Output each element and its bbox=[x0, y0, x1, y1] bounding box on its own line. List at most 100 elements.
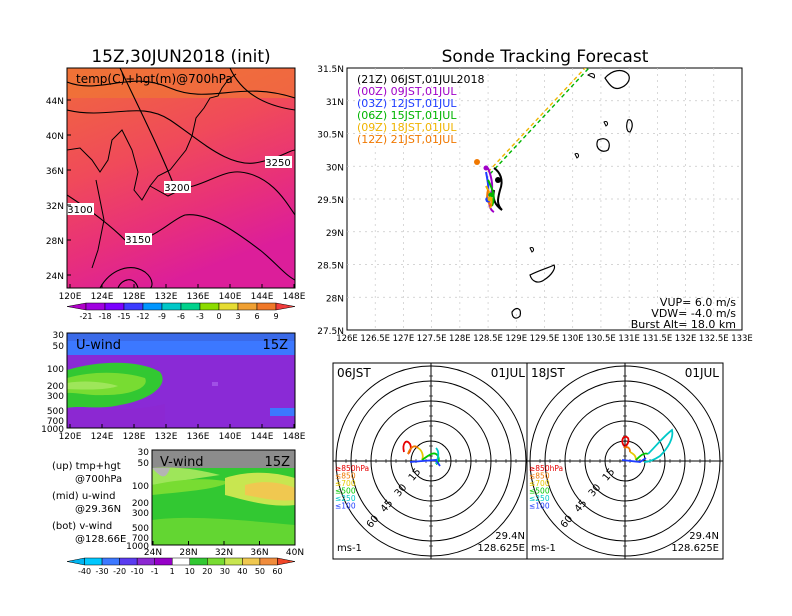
contour-label-3200: 3200 bbox=[164, 181, 191, 194]
track-06z bbox=[487, 179, 495, 207]
endpoint-00z bbox=[483, 165, 489, 171]
colorbar-label: -40 bbox=[78, 567, 91, 576]
colorbar-label: 0 bbox=[216, 312, 221, 321]
lat-tick-label: 40N bbox=[286, 548, 304, 558]
map700-lon-ticks: 120E 124E 128E 132E 136E 140E 144E 148E bbox=[59, 284, 306, 302]
colorbar-swatch bbox=[256, 302, 277, 311]
level-legend: ≤500 bbox=[529, 487, 550, 496]
level-legend: ≤100 bbox=[529, 502, 550, 511]
pressure-tick-label: 200 bbox=[47, 382, 64, 392]
lat-tick-label: 32N bbox=[215, 548, 233, 558]
endpoint-06z bbox=[488, 192, 494, 198]
lon-tick-label: 126E bbox=[336, 334, 358, 344]
tracking-lon-ticks: 126E 126.5E 127E 127.5E 128E 128.5E 129E 129.5E… bbox=[336, 334, 753, 344]
lon-tick-label: 132.5E bbox=[699, 334, 729, 344]
level-legend: ≥850hPa bbox=[529, 464, 563, 473]
vup-text: VUP= 6.0 m/s bbox=[660, 296, 736, 309]
colorbar-swatch bbox=[189, 557, 208, 566]
panel-notes: (up) tmp+hgt @700hPa (mid) u-wind @29.36… bbox=[52, 461, 126, 545]
note-line: (mid) u-wind bbox=[52, 491, 115, 502]
pressure-tick-label: 200 bbox=[132, 499, 149, 509]
pressure-tick-label: 100 bbox=[132, 482, 149, 492]
lat-tick-label: 28N bbox=[46, 237, 64, 247]
island bbox=[603, 121, 608, 127]
lon-tick-label: 132E bbox=[155, 432, 178, 442]
lat-tick-label: 36N bbox=[250, 548, 268, 558]
colorbar-label: 40 bbox=[237, 567, 247, 576]
island bbox=[626, 119, 633, 133]
height-contour bbox=[99, 267, 153, 288]
pressure-tick-label: 300 bbox=[132, 509, 149, 519]
tracking-legend: (21Z) 06JST,01JUL2018(00Z) 09JST,01JUL (0… bbox=[357, 73, 484, 146]
hodograph-curve bbox=[435, 447, 440, 465]
lon-tick-label: 124E bbox=[91, 292, 114, 302]
lat-tick-label: 24N bbox=[46, 272, 64, 282]
lon-tick-label: 132E bbox=[675, 334, 697, 344]
pressure-tick-label: 500 bbox=[132, 524, 149, 534]
level-legend: ≤850 bbox=[335, 472, 356, 481]
colorbar-label: 30 bbox=[220, 567, 230, 576]
height-contour bbox=[67, 80, 295, 99]
colorbar-swatch bbox=[154, 557, 173, 566]
lat-tick-label: 44N bbox=[46, 97, 64, 107]
svg-text:3250: 3250 bbox=[265, 158, 290, 169]
polar-time: 18JST bbox=[531, 366, 565, 380]
note-line: (bot) v-wind bbox=[52, 521, 112, 532]
colorbar-label: 10 bbox=[185, 567, 195, 576]
colorbar-label: 60 bbox=[272, 567, 282, 576]
lat-tick-label: 28N bbox=[326, 294, 344, 304]
lon-tick-label: 127.5E bbox=[417, 334, 447, 344]
contour-label-3150: 3150 bbox=[125, 233, 152, 246]
colorbar-label: 3 bbox=[235, 312, 240, 321]
legend-entry: (21Z) 06JST,01JUL2018 bbox=[357, 73, 484, 86]
svg-text:3100: 3100 bbox=[67, 205, 92, 216]
lon-tick-label: 130E bbox=[562, 334, 584, 344]
colorbar-label: -10 bbox=[131, 567, 144, 576]
colorbar-swatch bbox=[180, 302, 201, 311]
pressure-tick-label: 50 bbox=[138, 459, 150, 469]
lon-tick-label: 136E bbox=[187, 292, 210, 302]
lat-tick-label: 30N bbox=[326, 163, 344, 173]
hodograph-curve bbox=[407, 445, 419, 455]
colorbar-swatch bbox=[199, 302, 220, 311]
lat-tick-label: 28N bbox=[179, 548, 197, 558]
level-legend: ≤250 bbox=[529, 494, 550, 503]
vwind-label: V-wind bbox=[160, 455, 204, 470]
lon-tick-label: 126.5E bbox=[360, 334, 390, 344]
tracking-lat-ticks: 31.5N 31N 30.5N 30N 29.5N 29N 28.5N 28N 27.5N bbox=[317, 65, 344, 337]
colorbar-swatch bbox=[259, 557, 278, 566]
vdw-text: VDW= -4.0 m/s bbox=[651, 307, 736, 320]
pressure-tick-label: 300 bbox=[47, 392, 64, 402]
polar-lat: 29.4N bbox=[689, 531, 719, 542]
legend-entry: (00Z) 09JST,01JUL bbox=[357, 85, 457, 98]
polar-date: 01JUL bbox=[685, 366, 720, 380]
island bbox=[529, 264, 556, 283]
right-panel-title: Sonde Tracking Forecast bbox=[442, 47, 649, 67]
lon-tick-label: 144E bbox=[251, 432, 274, 442]
pressure-tick-label: 700 bbox=[132, 534, 149, 544]
level-legend: ≤700 bbox=[335, 479, 356, 488]
lon-tick-label: 148E bbox=[283, 432, 306, 442]
tracking-grid bbox=[347, 68, 742, 330]
colorbar-swatch bbox=[66, 302, 87, 311]
height-contour bbox=[117, 279, 139, 288]
colorbar-label: 9 bbox=[273, 312, 278, 321]
pressure-tick-label: 30 bbox=[53, 331, 65, 341]
level-legend: ≥850hPa bbox=[335, 464, 369, 473]
burst-alt-text: Burst Alt= 18.0 km bbox=[631, 318, 736, 331]
polar-unit: ms-1 bbox=[531, 543, 556, 554]
legend-entry: (09Z) 18JST,01JUL bbox=[357, 121, 457, 134]
polar-date: 01JUL bbox=[491, 366, 526, 380]
endpoint-21z bbox=[495, 177, 501, 183]
tracking-map: (21Z) 06JST,01JUL2018(00Z) 09JST,01JUL (0… bbox=[317, 65, 753, 344]
endpoint-12z bbox=[474, 159, 480, 165]
lon-tick-label: 131.5E bbox=[642, 334, 672, 344]
colorbar-label: 50 bbox=[255, 567, 265, 576]
colorbar-label: -20 bbox=[113, 567, 126, 576]
lat-tick-label: 31N bbox=[326, 98, 344, 108]
uwind-lon-ticks: 120E 124E 128E 132E 136E 140E 144E 148E bbox=[59, 424, 306, 442]
